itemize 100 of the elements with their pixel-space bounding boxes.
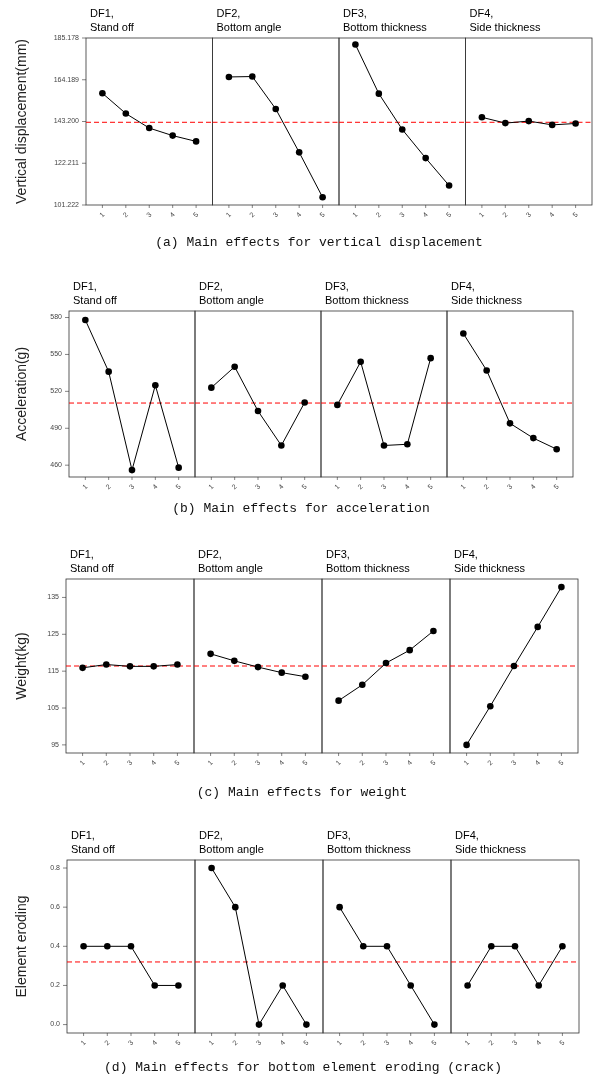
chart-title: DF4, [455, 829, 479, 841]
point [82, 316, 89, 324]
chart-title: DF3, [326, 548, 350, 560]
chart-subtitle: Side thickness [455, 843, 527, 855]
chart-title: DF2, [216, 7, 241, 19]
point [406, 646, 413, 654]
point [208, 864, 215, 872]
point [422, 154, 429, 162]
y-axis-title: Acceleration(g) [12, 346, 29, 442]
chart-title: DF4, [451, 280, 475, 292]
point [427, 354, 434, 362]
point [105, 368, 112, 375]
chart-subtitle: Bottom angle [216, 21, 282, 33]
chart-title: DF3, [343, 7, 367, 19]
point [208, 384, 215, 391]
chart-subtitle: Bottom angle [199, 843, 264, 855]
point [278, 669, 285, 676]
point [572, 120, 579, 127]
point [506, 420, 514, 427]
chart-subtitle: Stand off [70, 562, 115, 574]
point [382, 659, 390, 667]
chart-title: DF4, [454, 548, 478, 560]
chart-title: DF1, [90, 7, 114, 19]
chart-title: DF2, [199, 280, 223, 292]
point [278, 442, 285, 449]
chart-subtitle: Bottom angle [199, 294, 264, 306]
y-axis-title: Weight(kg) [12, 632, 29, 700]
point [152, 381, 159, 389]
point [383, 943, 391, 950]
point [334, 401, 341, 409]
point [530, 434, 537, 442]
point [301, 399, 308, 406]
chart-title: DF3, [327, 829, 351, 841]
chart-subtitle: Side thickness [454, 562, 526, 574]
point [128, 466, 136, 474]
chart-title: DF2, [198, 548, 222, 560]
point [478, 114, 486, 121]
point [360, 943, 367, 950]
point [335, 697, 342, 704]
text: (d) Main effects for bottom element eroding (crack) [104, 1060, 502, 1076]
point [380, 442, 388, 449]
point [272, 105, 280, 113]
point [175, 464, 182, 471]
point [232, 903, 239, 911]
point [534, 623, 541, 631]
chart-subtitle: Side thickness [469, 21, 541, 33]
chart-subtitle: Stand off [90, 21, 135, 33]
point [359, 681, 366, 689]
point [336, 903, 343, 911]
point [502, 119, 509, 127]
chart-title: DF2, [199, 829, 223, 841]
point [279, 982, 286, 989]
point [357, 358, 364, 366]
point [398, 126, 406, 133]
point [225, 73, 233, 81]
chart-title: DF1, [71, 829, 95, 841]
chart-subtitle: Bottom thickness [327, 843, 412, 855]
point [254, 663, 262, 671]
point [319, 193, 326, 201]
point [431, 1021, 438, 1028]
point [463, 741, 470, 749]
point [558, 583, 565, 591]
point [249, 73, 256, 80]
point [303, 1021, 310, 1028]
y-axis-title: Element eroding [12, 895, 29, 998]
point [548, 121, 556, 129]
chart-subtitle: Stand off [73, 294, 118, 306]
chart-subtitle: Bottom thickness [343, 21, 428, 33]
point [352, 41, 359, 48]
point [510, 662, 518, 670]
text: (c) Main effects for weight [196, 785, 408, 801]
point [99, 89, 106, 97]
chart-subtitle: Bottom thickness [326, 562, 411, 574]
point [430, 627, 437, 635]
chart-subtitle: Stand off [71, 843, 116, 855]
point [407, 982, 414, 989]
point [483, 367, 490, 374]
chart-subtitle: Bottom thickness [325, 294, 410, 306]
point [231, 363, 238, 371]
chart-subtitle: Bottom angle [198, 562, 263, 574]
chart-title: DF1, [70, 548, 94, 560]
point [145, 124, 153, 132]
point [122, 110, 130, 117]
chart-subtitle: Side thickness [451, 294, 523, 306]
point [254, 407, 262, 415]
point [295, 149, 303, 156]
point [445, 182, 453, 189]
text: (a) Main effects for vertical displacement [155, 235, 483, 251]
chart-title: DF3, [325, 280, 349, 292]
point [553, 445, 560, 453]
point [404, 440, 411, 448]
point [375, 90, 383, 97]
point [302, 673, 309, 680]
point [169, 132, 176, 139]
chart-title: DF4, [469, 7, 494, 19]
point [460, 330, 467, 337]
point [525, 117, 533, 125]
y-axis-title: Vertical displacement(mm) [12, 39, 29, 204]
point [255, 1021, 263, 1028]
point [192, 138, 200, 145]
